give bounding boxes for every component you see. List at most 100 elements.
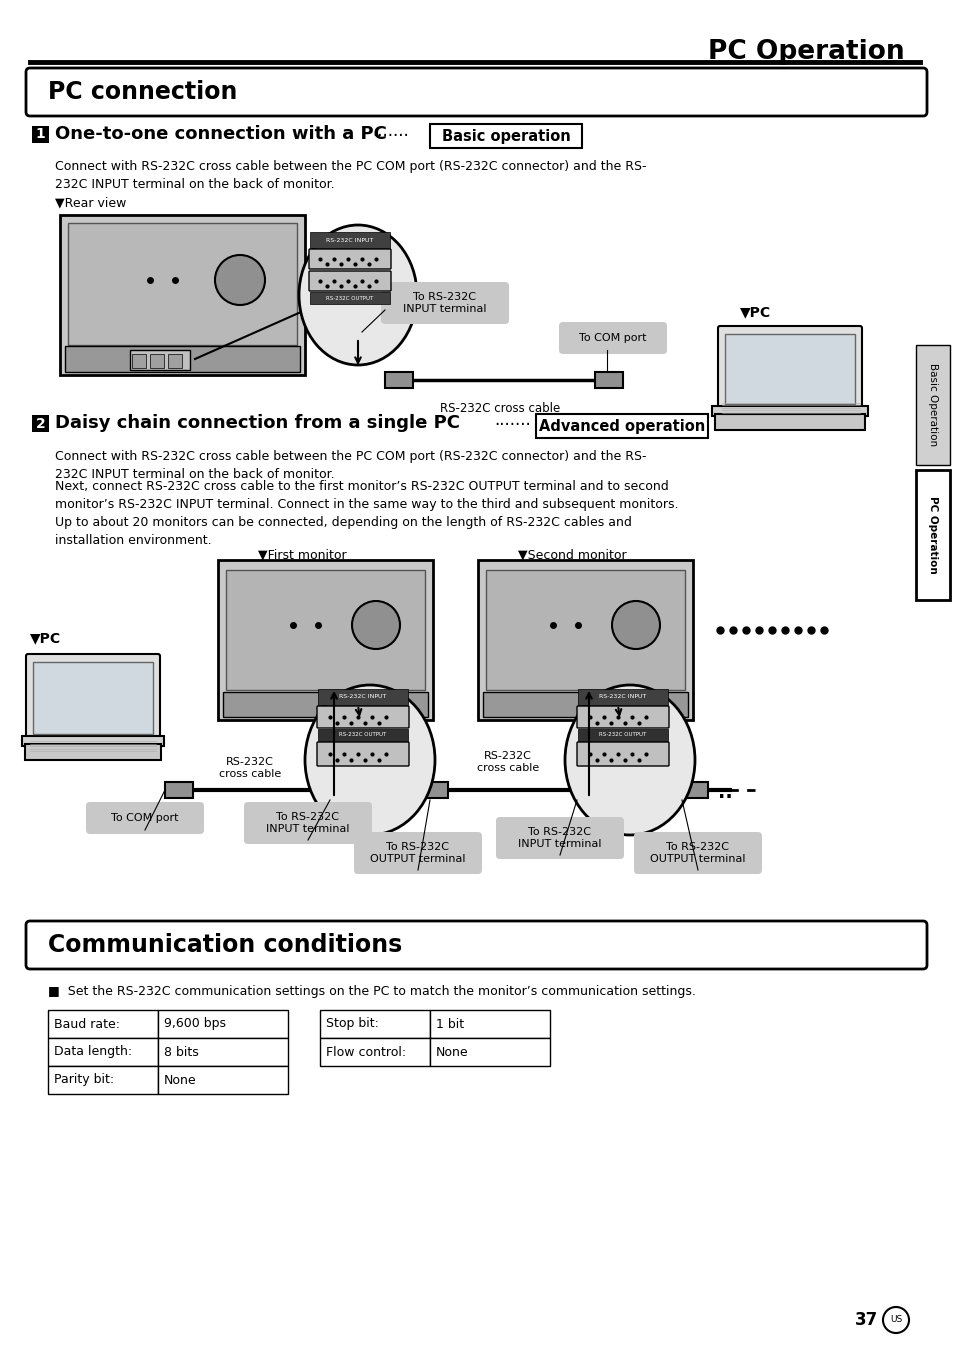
FancyBboxPatch shape [32,126,49,143]
Text: None: None [436,1046,468,1058]
FancyBboxPatch shape [595,372,622,388]
Text: ·······: ······· [372,127,408,145]
Text: Daisy chain connection from a single PC: Daisy chain connection from a single PC [55,413,459,432]
FancyBboxPatch shape [578,730,667,740]
Text: Advanced operation: Advanced operation [538,419,704,434]
Text: PC connection: PC connection [48,80,237,104]
Text: Communication conditions: Communication conditions [48,934,402,957]
Text: To RS-232C
INPUT terminal: To RS-232C INPUT terminal [403,292,486,313]
FancyBboxPatch shape [477,561,692,720]
FancyBboxPatch shape [26,654,160,740]
Text: 37: 37 [854,1310,877,1329]
Text: Connect with RS-232C cross cable between the PC COM port (RS-232C connector) and: Connect with RS-232C cross cable between… [55,159,646,190]
Text: RS-232C INPUT: RS-232C INPUT [598,694,646,700]
Text: ▼First monitor: ▼First monitor [257,549,346,561]
FancyBboxPatch shape [634,832,761,874]
Text: To COM port: To COM port [112,813,178,823]
FancyBboxPatch shape [319,1011,430,1038]
FancyBboxPatch shape [430,124,581,149]
Text: ..: .. [718,782,732,801]
Text: Next, connect RS-232C cross cable to the first monitor’s RS-232C OUTPUT terminal: Next, connect RS-232C cross cable to the… [55,480,678,547]
FancyBboxPatch shape [385,372,413,388]
Text: PC Operation: PC Operation [927,496,937,574]
FancyBboxPatch shape [26,68,926,116]
Text: RS-232C INPUT: RS-232C INPUT [326,238,374,242]
FancyBboxPatch shape [558,322,666,354]
Text: ▼Rear view: ▼Rear view [55,196,126,209]
FancyBboxPatch shape [158,1066,288,1094]
FancyBboxPatch shape [48,1038,158,1066]
FancyBboxPatch shape [482,692,687,717]
FancyBboxPatch shape [711,407,867,416]
Text: ·······: ······· [494,416,530,434]
FancyBboxPatch shape [319,1038,430,1066]
Text: RS-232C cross cable: RS-232C cross cable [439,403,559,415]
FancyBboxPatch shape [25,744,161,761]
Text: 1 bit: 1 bit [436,1017,464,1031]
FancyBboxPatch shape [310,292,390,304]
FancyBboxPatch shape [158,1038,288,1066]
Circle shape [612,601,659,648]
Text: Stop bit:: Stop bit: [326,1017,378,1031]
FancyBboxPatch shape [915,345,949,465]
Ellipse shape [564,685,695,835]
FancyBboxPatch shape [724,334,854,404]
FancyBboxPatch shape [60,215,305,376]
FancyBboxPatch shape [679,782,707,798]
FancyBboxPatch shape [317,730,408,740]
FancyBboxPatch shape [485,570,684,690]
FancyBboxPatch shape [578,689,667,705]
FancyBboxPatch shape [496,817,623,859]
Text: Basic operation: Basic operation [441,128,570,143]
Text: To RS-232C
INPUT terminal: To RS-232C INPUT terminal [266,812,350,834]
Text: Basic Operation: Basic Operation [927,363,937,447]
FancyBboxPatch shape [354,832,481,874]
Text: PC Operation: PC Operation [708,39,904,65]
FancyBboxPatch shape [218,561,433,720]
FancyBboxPatch shape [419,782,448,798]
Text: Data length:: Data length: [54,1046,132,1058]
Text: Baud rate:: Baud rate: [54,1017,120,1031]
FancyBboxPatch shape [26,921,926,969]
FancyBboxPatch shape [575,782,602,798]
FancyBboxPatch shape [536,413,707,438]
FancyBboxPatch shape [310,232,390,249]
FancyBboxPatch shape [316,707,409,728]
FancyBboxPatch shape [309,249,391,269]
FancyBboxPatch shape [316,742,409,766]
Text: ■  Set the RS-232C communication settings on the PC to match the monitor’s commu: ■ Set the RS-232C communication settings… [48,985,695,998]
FancyBboxPatch shape [68,223,296,345]
Text: To COM port: To COM port [578,332,646,343]
Text: One-to-one connection with a PC: One-to-one connection with a PC [55,126,387,143]
FancyBboxPatch shape [226,570,424,690]
FancyBboxPatch shape [577,707,668,728]
Text: RS-232C OUTPUT: RS-232C OUTPUT [339,732,386,738]
Text: None: None [164,1074,196,1086]
Text: 8 bits: 8 bits [164,1046,198,1058]
FancyBboxPatch shape [223,692,428,717]
FancyBboxPatch shape [130,350,190,370]
FancyBboxPatch shape [86,802,204,834]
Text: RS-232C OUTPUT: RS-232C OUTPUT [598,732,646,738]
Ellipse shape [305,685,435,835]
FancyBboxPatch shape [150,354,164,367]
Text: ▼Second monitor: ▼Second monitor [517,549,626,561]
FancyBboxPatch shape [33,662,152,734]
Text: 9,600 bps: 9,600 bps [164,1017,226,1031]
Ellipse shape [298,226,416,365]
Text: Flow control:: Flow control: [326,1046,406,1058]
FancyBboxPatch shape [577,742,668,766]
FancyBboxPatch shape [317,689,408,705]
FancyBboxPatch shape [430,1038,550,1066]
FancyBboxPatch shape [65,346,299,372]
Text: ▼PC: ▼PC [740,305,770,319]
Text: RS-232C OUTPUT: RS-232C OUTPUT [326,296,374,300]
Text: RS-232C
cross cable: RS-232C cross cable [218,757,281,778]
Text: RS-232C
cross cable: RS-232C cross cable [476,751,538,773]
FancyBboxPatch shape [32,415,49,432]
FancyBboxPatch shape [132,354,146,367]
Text: ▼PC: ▼PC [30,631,61,644]
FancyBboxPatch shape [430,1011,550,1038]
Circle shape [352,601,399,648]
FancyBboxPatch shape [718,326,862,409]
